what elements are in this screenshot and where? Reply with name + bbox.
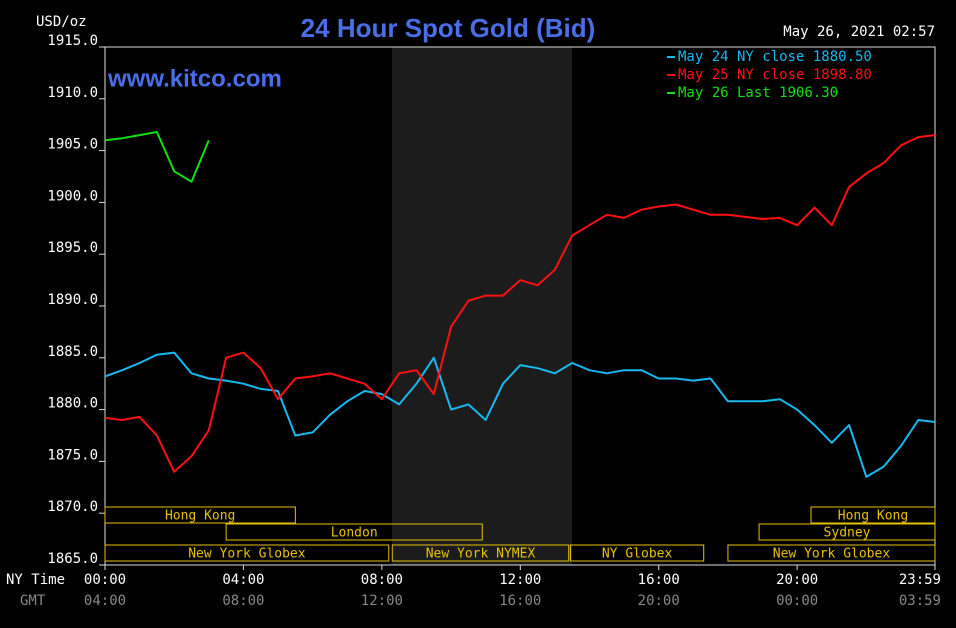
x-tick-label: 12:00 — [499, 572, 541, 588]
x2-tick-label: 08:00 — [222, 593, 264, 609]
session-box — [391, 544, 570, 562]
y-tick-label: 1880.0 — [47, 396, 98, 412]
y-tick-label: 1895.0 — [47, 240, 98, 256]
price-line — [104, 131, 210, 183]
x2-tick-label: 16:00 — [499, 593, 541, 609]
y-tick-label: 1905.0 — [47, 137, 98, 153]
x2-tick-label: 12:00 — [361, 593, 403, 609]
session-box — [104, 506, 296, 524]
x2-tick-label: 00:00 — [776, 593, 818, 609]
x-tick-label: 23:59 — [899, 572, 941, 588]
chart-title: 24 Hour Spot Gold (Bid) — [301, 13, 596, 43]
legend-label: May 26 Last 1906.30 — [678, 85, 838, 101]
x-axis-label: NY Time — [6, 572, 65, 588]
y-tick-label: 1890.0 — [47, 292, 98, 308]
y-tick-label: 1900.0 — [47, 188, 98, 204]
session-label: London — [331, 526, 378, 541]
timestamp: May 26, 2021 02:57 — [783, 24, 935, 40]
price-line — [104, 134, 936, 473]
session-label: New York Globex — [773, 547, 891, 562]
x2-axis-label: GMT — [20, 593, 46, 609]
y-tick-label: 1870.0 — [47, 499, 98, 515]
watermark: www.kitco.com — [107, 65, 282, 92]
session-label: NY Globex — [602, 547, 673, 562]
y-tick-label: 1875.0 — [47, 447, 98, 463]
y-tick-label: 1910.0 — [47, 85, 98, 101]
session-box — [569, 544, 705, 562]
session-label: New York Globex — [188, 547, 306, 562]
x-tick-label: 20:00 — [776, 572, 818, 588]
session-box — [810, 506, 936, 524]
session-label: Sydney — [824, 526, 871, 541]
price-line — [104, 351, 936, 478]
x2-tick-label: 03:59 — [899, 593, 941, 609]
y-tick-label: 1885.0 — [47, 344, 98, 360]
x-tick-label: 16:00 — [638, 572, 680, 588]
session-label: Hong Kong — [165, 509, 235, 524]
x-tick-label: 08:00 — [361, 572, 403, 588]
x-tick-label: 04:00 — [222, 572, 264, 588]
y-tick-label: 1865.0 — [47, 551, 98, 567]
session-box — [225, 523, 483, 541]
x2-tick-label: 04:00 — [84, 593, 126, 609]
nymex-shade — [392, 47, 572, 565]
x-tick-label: 00:00 — [84, 572, 126, 588]
legend-label: May 24 NY close 1880.50 — [678, 49, 872, 65]
legend-label: May 25 NY close 1898.80 — [678, 67, 872, 83]
session-box — [104, 544, 390, 562]
session-box — [727, 544, 936, 562]
x2-tick-label: 20:00 — [638, 593, 680, 609]
unit-label: USD/oz — [36, 14, 87, 30]
session-box — [758, 523, 936, 541]
y-tick-label: 1915.0 — [47, 33, 98, 49]
session-label: New York NYMEX — [426, 547, 536, 562]
session-label: Hong Kong — [838, 509, 908, 524]
